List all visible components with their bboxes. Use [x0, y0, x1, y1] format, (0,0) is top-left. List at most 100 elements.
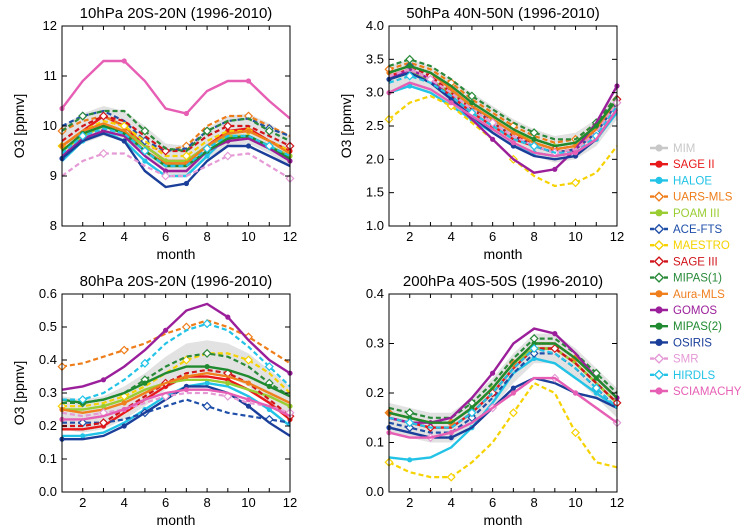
- data-point: [183, 387, 189, 393]
- legend-swatch-marker: [655, 176, 663, 184]
- data-point: [570, 178, 581, 188]
- data-point: [572, 390, 579, 396]
- legend-item-sciamachy: SCIAMACHY: [650, 386, 742, 398]
- x-tick-label: 8: [203, 495, 210, 510]
- series-line: [388, 376, 618, 439]
- data-point: [531, 355, 537, 361]
- data-point: [183, 373, 189, 380]
- data-point: [161, 171, 171, 181]
- data-point: [531, 136, 537, 142]
- data-point: [552, 331, 558, 337]
- y-tick-label: 2.5: [366, 118, 384, 133]
- legend-label: SMR: [673, 354, 699, 366]
- series-line: [388, 64, 618, 148]
- data-point: [467, 408, 477, 418]
- legend-swatch-marker: [655, 322, 663, 330]
- data-point: [181, 355, 191, 365]
- x-tick-label: 10: [241, 229, 255, 244]
- x-tick-label: 12: [610, 495, 624, 510]
- series-line: [61, 114, 291, 153]
- data-point: [78, 111, 88, 121]
- legend-item-uars-mls: UARS-MLS: [650, 191, 733, 204]
- data-point: [121, 423, 127, 429]
- x-tick-label: 10: [568, 229, 582, 244]
- y-tick-label: 0.4: [366, 286, 384, 301]
- legend-swatch-marker: [653, 353, 665, 364]
- data-point: [78, 395, 88, 405]
- legend-swatch-marker: [655, 290, 663, 298]
- data-point: [202, 143, 212, 154]
- data-point: [204, 364, 210, 370]
- chart-panel-1: 10hPa 20S-20N (1996-2010) 2 4 6 8 10 12 8 9 10 11 1…: [11, 5, 297, 262]
- data-point: [202, 319, 212, 329]
- data-point: [181, 322, 191, 332]
- series-line: [61, 119, 291, 158]
- x-tick-label: 2: [406, 495, 413, 510]
- chart-title: 80hPa 20S-20N (1996-2010): [80, 273, 273, 290]
- y-tick-label: 9: [50, 168, 57, 183]
- series-line: [388, 357, 618, 462]
- series-hirdls: [61, 127, 291, 168]
- legend-item-osiris: OSIRIS: [650, 337, 712, 349]
- series-sciamachy: [59, 387, 291, 422]
- x-axis-label: month: [484, 246, 523, 262]
- data-point: [98, 148, 109, 159]
- series-line: [61, 152, 291, 180]
- y-tick-label: 0.3: [366, 336, 384, 351]
- data-point: [204, 153, 210, 159]
- data-point: [405, 71, 415, 81]
- y-tick-label: 3.5: [366, 51, 384, 66]
- series-line: [61, 391, 291, 418]
- y-tick-label: 0.0: [366, 484, 384, 499]
- y-tick-label: 1.0: [366, 218, 384, 233]
- legend-label: ACE-FTS: [673, 224, 723, 236]
- legend-label: POAM III: [673, 208, 720, 220]
- legend-label: MAESTRO: [673, 240, 730, 252]
- legend-label: MIPAS(2): [673, 321, 722, 333]
- x-tick-label: 6: [489, 229, 496, 244]
- data-point: [181, 151, 191, 161]
- y-tick-label: 10: [43, 118, 57, 133]
- chart-title: 10hPa 20S-20N (1996-2010): [80, 5, 273, 22]
- y-tick-label: 11: [44, 68, 58, 83]
- data-point: [245, 143, 252, 149]
- data-point: [448, 435, 454, 441]
- series-sciamachy: [386, 81, 618, 158]
- data-point: [243, 355, 254, 365]
- data-point: [405, 54, 415, 64]
- data-point: [100, 377, 107, 383]
- data-point: [469, 100, 475, 106]
- data-point: [264, 126, 274, 136]
- data-point: [78, 131, 88, 141]
- legend-item-sage-ii: SAGE II: [650, 159, 715, 171]
- y-tick-label: 12: [43, 18, 57, 33]
- series-line: [62, 352, 291, 408]
- data-point: [405, 423, 415, 433]
- legend-swatch-marker: [653, 223, 665, 235]
- data-point: [140, 358, 150, 368]
- series-mipas-2-: [388, 340, 618, 424]
- x-tick-label: 8: [530, 229, 537, 244]
- series-line: [388, 58, 618, 141]
- series-line: [61, 122, 291, 165]
- legend: MIM SAGE II HALOE UARS-MLS POAM III ACE-FTS MA…: [650, 143, 742, 398]
- data-point: [245, 380, 252, 386]
- legend-swatch-marker: [653, 369, 665, 381]
- legend-swatch-marker: [655, 160, 663, 168]
- legend-swatch-marker: [653, 272, 665, 283]
- y-tick-label: 0.2: [39, 418, 57, 433]
- legend-label: SCIAMACHY: [673, 386, 742, 398]
- data-point: [570, 428, 581, 438]
- series-line: [388, 68, 618, 154]
- data-point: [225, 380, 231, 386]
- data-point: [490, 370, 496, 376]
- series-mipas-2-: [388, 63, 618, 148]
- data-point: [245, 78, 252, 84]
- data-point: [510, 140, 516, 146]
- series-line: [62, 378, 291, 411]
- chart-panel-4: 200hPa 40S-50S (1996-2010) 2 4 6 8 10 12 0.0 0.1…: [366, 273, 624, 528]
- series-line: [388, 61, 618, 144]
- data-point: [98, 418, 109, 428]
- legend-swatch-marker: [653, 191, 665, 202]
- legend-item-haloe: HALOE: [650, 175, 712, 187]
